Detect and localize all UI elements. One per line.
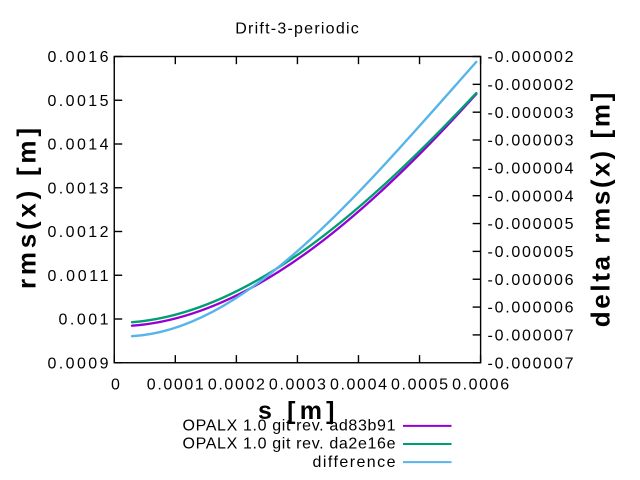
- svg-text:0.0002: 0.0002: [208, 377, 265, 394]
- svg-text:0.0003: 0.0003: [269, 377, 326, 394]
- svg-text:0.0013: 0.0013: [48, 180, 109, 197]
- svg-text:OPALX 1.0 git rev. da2e16e: OPALX 1.0 git rev. da2e16e: [183, 436, 396, 453]
- svg-text:-0.000005: -0.000005: [488, 216, 574, 233]
- svg-text:delta rms(x) [m]: delta rms(x) [m]: [585, 93, 615, 328]
- svg-text:OPALX 1.0 git rev. ad83b91: OPALX 1.0 git rev. ad83b91: [183, 418, 396, 435]
- svg-text:0.0006: 0.0006: [452, 377, 509, 394]
- svg-text:-0.000004: -0.000004: [488, 188, 574, 205]
- svg-text:0.0012: 0.0012: [48, 224, 109, 241]
- svg-text:rms(x) [m]: rms(x) [m]: [12, 128, 42, 289]
- svg-text:0: 0: [111, 377, 120, 394]
- svg-text:0.0001: 0.0001: [147, 377, 204, 394]
- svg-text:-0.000006: -0.000006: [488, 272, 574, 289]
- svg-text:-0.000003: -0.000003: [488, 105, 574, 122]
- svg-text:0.0016: 0.0016: [48, 49, 109, 66]
- svg-text:0.0014: 0.0014: [48, 137, 109, 154]
- svg-text:-0.000007: -0.000007: [488, 355, 574, 372]
- svg-text:-0.000002: -0.000002: [488, 77, 574, 94]
- svg-text:0.001: 0.001: [59, 312, 109, 329]
- svg-text:0.0005: 0.0005: [391, 377, 448, 394]
- svg-text:0.0015: 0.0015: [48, 93, 109, 110]
- svg-text:-0.000002: -0.000002: [488, 49, 574, 66]
- svg-text:-0.000003: -0.000003: [488, 133, 574, 150]
- svg-text:0.0009: 0.0009: [48, 355, 109, 372]
- svg-text:difference: difference: [313, 454, 396, 471]
- svg-text:Drift-3-periodic: Drift-3-periodic: [235, 21, 359, 38]
- svg-text:-0.000007: -0.000007: [488, 328, 574, 345]
- svg-text:-0.000006: -0.000006: [488, 300, 574, 317]
- svg-text:-0.000005: -0.000005: [488, 244, 574, 261]
- svg-text:0.0011: 0.0011: [48, 268, 109, 285]
- svg-text:-0.000004: -0.000004: [488, 160, 574, 177]
- svg-text:0.0004: 0.0004: [330, 377, 387, 394]
